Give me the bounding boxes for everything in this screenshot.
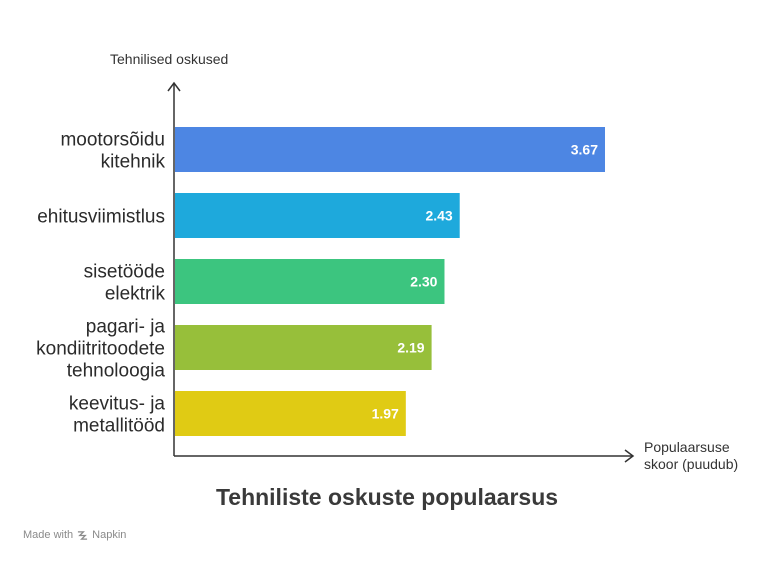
x-axis-label: Populaarsuse skoor (puudub) <box>644 439 738 472</box>
made-with-text: Made with <box>23 529 74 541</box>
category-label-line: metallitööd <box>73 416 165 437</box>
category-label-line: ehitusviimistlus <box>37 207 165 228</box>
bar-value-label: 3.67 <box>571 142 598 158</box>
category-label-line: elektrik <box>105 284 166 305</box>
bar <box>175 391 406 436</box>
bar-value-label: 2.19 <box>397 340 424 356</box>
category-label-line: sisetööde <box>84 262 165 283</box>
bar-chart: Tehnilised oskused Populaarsuse skoor (pu… <box>36 51 738 472</box>
bar-value-label: 1.97 <box>372 406 399 422</box>
category-label-line: keevitus- ja <box>69 394 166 415</box>
category-label: keevitus- ja metallitööd <box>69 394 166 437</box>
category-label: ehitusviimistlus <box>37 207 165 228</box>
chart-title: Tehniliste oskuste populaarsus <box>215 484 559 510</box>
bar-value-label: 2.43 <box>425 208 452 224</box>
category-label: pagari- ja kondiitritoodete tehnoloogia <box>36 317 165 382</box>
category-label-line: pagari- ja <box>86 317 166 338</box>
x-axis-arrowhead <box>624 449 635 463</box>
napkin-brand-text: Napkin <box>92 529 127 541</box>
y-axis-arrowhead <box>167 81 181 92</box>
x-axis-label-line: Populaarsuse <box>644 439 730 455</box>
category-label-line: kitehnik <box>101 152 166 173</box>
category-label: mootorsõidu kitehnik <box>60 130 165 173</box>
bars-group: 3.67 mootorsõidu kitehnik 2.43 ehitusviimist… <box>36 127 605 437</box>
category-label-line: mootorsõidu <box>60 130 165 151</box>
bar <box>175 325 432 370</box>
footer-credit: Made with Napkin <box>23 529 126 541</box>
y-axis-label: Tehnilised oskused <box>110 51 228 67</box>
category-label: sisetööde elektrik <box>84 262 166 305</box>
x-axis-label-line: skoor (puudub) <box>644 456 738 472</box>
bar <box>175 259 445 304</box>
napkin-logo-icon <box>78 530 88 540</box>
category-label-line: tehnoloogia <box>67 361 166 382</box>
bar <box>175 193 460 238</box>
category-label-line: kondiitritoodete <box>36 339 165 360</box>
bar-value-label: 2.30 <box>410 274 437 290</box>
bar <box>175 127 605 172</box>
